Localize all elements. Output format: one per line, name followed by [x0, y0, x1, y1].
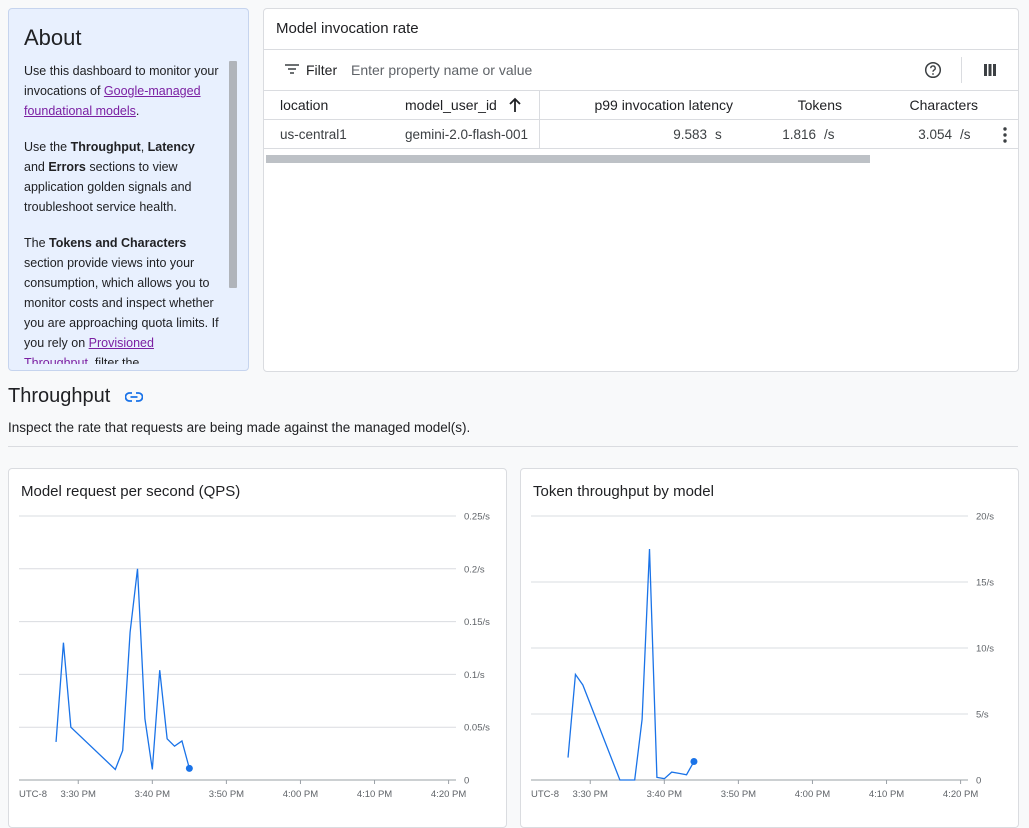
x-tick-label: 4:20 PM [943, 789, 978, 800]
x-tick-label: 4:10 PM [357, 789, 392, 800]
link-icon[interactable] [125, 391, 143, 403]
x-tick-label: 3:30 PM [573, 789, 608, 800]
y-tick-label: 0 [976, 776, 981, 787]
text: sections to view application golden sign… [24, 160, 192, 214]
text: . [135, 104, 140, 118]
column-header[interactable]: model_user_id [405, 97, 497, 113]
paragraph: The Tokens and Characters section provid… [24, 233, 219, 364]
divider [264, 49, 1018, 50]
columns-icon[interactable] [983, 63, 997, 77]
end-point [185, 764, 193, 772]
x-tick-label: 3:40 PM [135, 789, 170, 800]
x-tick-label: 4:00 PM [283, 789, 318, 800]
text: Tokens and Characters [49, 236, 187, 250]
text: section provide views into your consumpt… [24, 256, 219, 350]
y-tick-label: 20/s [976, 512, 994, 523]
column-header[interactable]: p99 invocation latency [594, 97, 733, 113]
chart-title: Token throughput by model [533, 483, 714, 500]
text: Use the [24, 140, 71, 154]
sort-icon[interactable] [508, 97, 522, 113]
chart: Model request per second (QPS) 0 0.05/s 0.1… [19, 483, 490, 800]
text: , [140, 140, 148, 154]
x-tick-label: 3:40 PM [647, 789, 682, 800]
cell-unit: s [715, 127, 722, 142]
column-divider [539, 91, 540, 148]
panel-title: Model invocation rate [276, 20, 419, 37]
divider [8, 446, 1018, 447]
link[interactable]: Google-managed foundational models [24, 84, 201, 118]
cell-value: 3.054 [918, 127, 952, 142]
about-title: About [24, 25, 82, 50]
cell-value: 9.583 [673, 127, 707, 142]
paragraph: Use this dashboard to monitor your invoc… [24, 61, 219, 121]
row-menu[interactable] [1002, 126, 1008, 144]
help-icon[interactable] [924, 61, 942, 79]
cell-text: gemini-2.0-flash-001 [405, 127, 529, 142]
filter-label[interactable]: Filter [306, 62, 338, 78]
link[interactable]: Provisioned Throughput [24, 336, 154, 364]
horizontal-scrollbar[interactable] [266, 155, 870, 163]
y-tick-label: 15/s [976, 578, 994, 589]
y-tick-label: 0.2/s [464, 564, 485, 575]
x-tick-label: 4:20 PM [431, 789, 466, 800]
chart-title: Model request per second (QPS) [21, 483, 240, 500]
chart: Token throughput by model 0 5/s 10/s 15/s 20/… [531, 483, 994, 800]
column-header[interactable]: Characters [909, 97, 978, 113]
about-body: Use this dashboard to monitor your invoc… [24, 61, 219, 364]
cell-unit: /s [824, 127, 835, 142]
divider [961, 57, 962, 83]
text: Throughput [70, 140, 141, 154]
column-header[interactable]: location [280, 97, 329, 113]
divider [264, 90, 1018, 91]
column-header[interactable]: Tokens [797, 97, 842, 113]
section-title: Throughput [8, 385, 111, 407]
filter-input[interactable]: Enter property name or value [351, 62, 533, 78]
cell-text: us-central1 [280, 127, 347, 142]
table-header: location model_user_id p99 invocation late… [264, 91, 1018, 119]
text: and [24, 160, 49, 174]
timezone-label: UTC-8 [531, 789, 559, 800]
chart-card: Token throughput by model 0 5/s 10/s 15/s 20/… [520, 468, 1019, 828]
y-tick-label: 5/s [976, 710, 989, 721]
y-tick-label: 0.1/s [464, 670, 485, 681]
text: The [24, 236, 50, 250]
end-point [690, 758, 698, 766]
section-description: Inspect the rate that requests are being… [8, 420, 471, 435]
table-panel: Model invocation rate Filter Enter prope… [263, 8, 1019, 372]
chart-card: Model request per second (QPS) 0 0.05/s 0.1… [8, 468, 507, 828]
y-tick-label: 10/s [976, 644, 994, 655]
about-panel: About Use this dashboard to monitor your… [8, 8, 249, 371]
text: , filter the [87, 356, 140, 364]
y-tick-label: 0.15/s [464, 617, 490, 628]
paragraph: Use the Throughput, Latency and Errors s… [24, 137, 219, 217]
text: Latency [147, 140, 195, 154]
x-tick-label: 3:50 PM [209, 789, 244, 800]
x-tick-label: 3:30 PM [61, 789, 96, 800]
x-tick-label: 4:00 PM [795, 789, 830, 800]
y-tick-label: 0.05/s [464, 723, 490, 734]
table-row: us-central1 gemini-2.0-flash-001 9.583 s 1.8… [264, 120, 1018, 148]
data-line [567, 548, 695, 781]
cell-unit: /s [960, 127, 971, 142]
divider [264, 119, 1018, 120]
text: Errors [48, 160, 86, 174]
data-line [55, 568, 190, 771]
x-tick-label: 3:50 PM [721, 789, 756, 800]
y-tick-label: 0 [464, 776, 469, 787]
timezone-label: UTC-8 [19, 789, 47, 800]
filter-icon[interactable] [284, 62, 300, 76]
scrollbar[interactable] [229, 61, 237, 288]
y-tick-label: 0.25/s [464, 512, 490, 523]
cell-value: 1.816 [782, 127, 816, 142]
x-tick-label: 4:10 PM [869, 789, 904, 800]
text: Use this dashboard to monitor your invoc… [24, 64, 219, 98]
divider [264, 148, 1018, 149]
